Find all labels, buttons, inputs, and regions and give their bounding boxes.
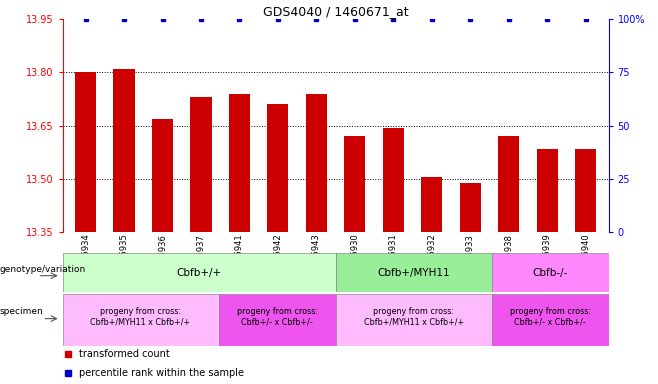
Bar: [75, 73, 96, 232]
Bar: [575, 149, 596, 232]
Bar: [336, 294, 492, 346]
Text: progeny from cross:
Cbfb+/MYH11 x Cbfb+/+: progeny from cross: Cbfb+/MYH11 x Cbfb+/…: [90, 307, 191, 327]
Bar: [498, 136, 519, 232]
Bar: [113, 69, 135, 232]
Text: percentile rank within the sample: percentile rank within the sample: [79, 368, 244, 378]
Bar: [63, 294, 218, 346]
Bar: [383, 127, 404, 232]
Bar: [306, 94, 327, 232]
Bar: [460, 182, 481, 232]
Text: specimen: specimen: [0, 308, 43, 316]
Bar: [229, 94, 250, 232]
Text: Cbfb-/-: Cbfb-/-: [532, 268, 568, 278]
Text: progeny from cross:
Cbfb+/- x Cbfb+/-: progeny from cross: Cbfb+/- x Cbfb+/-: [237, 307, 318, 327]
Bar: [190, 97, 211, 232]
Bar: [536, 149, 558, 232]
Text: progeny from cross:
Cbfb+/MYH11 x Cbfb+/+: progeny from cross: Cbfb+/MYH11 x Cbfb+/…: [363, 307, 464, 327]
Text: Cbfb+/+: Cbfb+/+: [176, 268, 222, 278]
Text: genotype/variation: genotype/variation: [0, 265, 86, 274]
Text: progeny from cross:
Cbfb+/- x Cbfb+/-: progeny from cross: Cbfb+/- x Cbfb+/-: [510, 307, 591, 327]
Bar: [63, 253, 336, 292]
Bar: [344, 136, 365, 232]
Title: GDS4040 / 1460671_at: GDS4040 / 1460671_at: [263, 5, 409, 18]
Bar: [218, 294, 336, 346]
Bar: [152, 119, 173, 232]
Bar: [492, 253, 609, 292]
Bar: [492, 294, 609, 346]
Bar: [421, 177, 442, 232]
Bar: [336, 253, 492, 292]
Bar: [267, 104, 288, 232]
Text: transformed count: transformed count: [79, 349, 170, 359]
Text: Cbfb+/MYH11: Cbfb+/MYH11: [377, 268, 450, 278]
